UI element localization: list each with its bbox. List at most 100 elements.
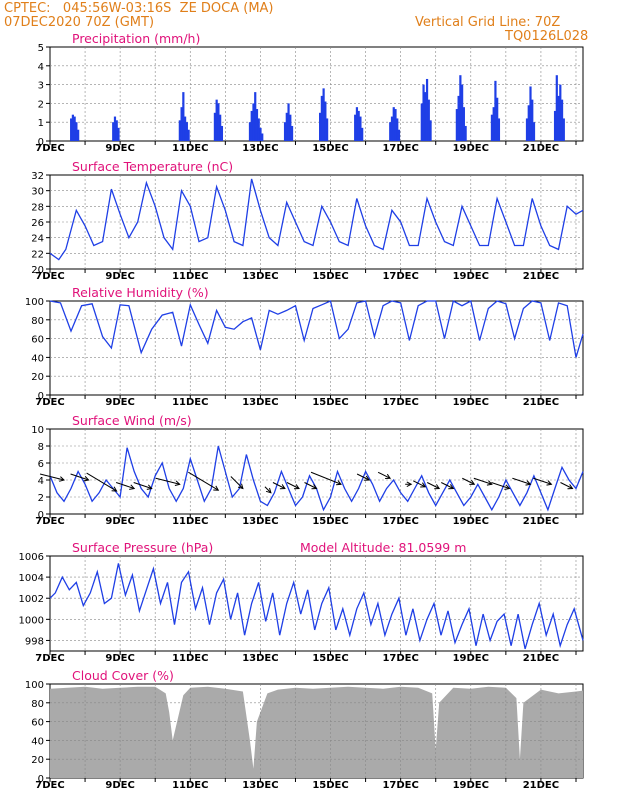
pres-xtick-label: 13DEC [242,653,278,664]
wind-arrow [441,482,454,489]
precip-bar [257,118,260,141]
wind-xtick-label: 11DEC [172,516,208,527]
precip-bar [220,125,224,141]
precip-frame [49,46,584,142]
wind-arrow [427,482,440,489]
rh-xtick-label: 19DEC [453,397,489,408]
precip-bar [254,92,257,141]
header-station: CPTEC: 045:56W-03:16S ZE DOCA (MA) [4,1,274,16]
wind-arrow-head [111,486,118,492]
precip-bar [255,109,259,141]
rh-frame [49,300,584,396]
precip-bar [184,116,187,141]
pres-frame [49,555,584,652]
precip-bar [70,118,73,141]
rh-ytick-label: 100 [25,297,44,308]
precip-bar [394,109,397,141]
temp-xtick-label: 11DEC [172,271,208,282]
header-grid-line: Vertical Grid Line: 70Z [415,15,561,30]
precip-bar [490,114,494,141]
temp-ytick-label: 20 [31,265,44,276]
rh-ytick-label: 80 [31,316,44,327]
wind-arrow-head [364,475,371,481]
precip-bar [113,116,117,141]
temp-ytick-label: 32 [31,171,44,182]
precip-bar [497,118,501,141]
pres-xtick-label: 9DEC [105,653,134,664]
wind-arrow-head [59,476,65,482]
precip-bar [532,122,536,141]
temp-ytick-label: 26 [31,218,44,229]
precip-bar [115,120,118,141]
temp-xtick-label: 15DEC [312,271,348,282]
wind-arrow [230,476,244,489]
wind-arrow-head [385,473,392,479]
precip-bar [396,118,399,141]
pres-title: Surface Pressure (hPa) [72,540,213,555]
precip-bar [289,114,292,141]
precip-bar [529,86,532,141]
wind-arrow-head [129,484,136,490]
precip-bar [73,116,76,141]
temp-title: Surface Temperature (nC) [72,159,233,174]
precip-bar [397,129,401,141]
precip-bar [422,84,425,141]
cloud-xtick-label: 21DEC [523,780,559,791]
pres-xtick-label: 11DEC [172,653,208,664]
precip-bar [355,107,359,141]
precip-bar [283,122,287,141]
cloud-xtick-label: 11DEC [172,780,208,791]
rh-xtick-label: 21DEC [523,397,559,408]
precip-bar [390,116,394,141]
temp-xtick-label: 17DEC [382,271,418,282]
cloud-ytick-label: 100 [25,680,44,691]
wind-arrow [39,473,65,481]
precip-bar [560,99,564,141]
precip-bar [429,120,432,141]
precip-xtick-label: 21DEC [523,143,559,154]
precip-bar [215,99,218,141]
precip-bar [182,92,185,141]
wind-arrow-head [434,484,441,490]
wind-arrow [377,471,391,479]
wind-xtick-label: 7DEC [35,516,64,527]
wind-arrow [491,482,510,489]
rh-xtick-label: 13DEC [242,397,278,408]
wind-arrow-head [504,484,511,490]
wind-arrow-head [469,479,476,485]
precip-ytick-label: 4 [38,62,44,73]
wind-line [49,445,584,512]
wind-xtick-label: 15DEC [312,516,348,527]
wind-arrow [115,482,135,489]
cloud-xtick-label: 7DEC [35,780,64,791]
precip-bar [389,122,392,141]
precip-bar [457,95,460,141]
wind-arrow-head [486,480,493,486]
precip-bar [324,101,327,141]
wind-xtick-label: 17DEC [382,516,418,527]
precip-bar [557,95,560,141]
temp-ytick-label: 28 [31,202,44,213]
cloud-ytick-label: 80 [31,699,44,710]
wind-arrow [412,480,426,488]
cloud-ytick-label: 40 [31,736,44,747]
rh-title: Relative Humidity (%) [72,285,209,300]
precip-bar [248,122,252,141]
cloud-ytick-label: 20 [31,755,44,766]
precip-bar [187,129,190,141]
precip-bar [320,95,323,141]
pres-ytick-label: 1006 [19,552,44,563]
precip-ytick-label: 0 [38,137,44,148]
precip-bar [562,118,565,141]
rh-xtick-label: 17DEC [382,397,418,408]
rh-xtick-label: 15DEC [312,397,348,408]
wind-xtick-label: 21DEC [523,516,559,527]
pres-ytick-label: 1000 [19,615,44,626]
wind-arrow [304,482,317,489]
wind-arrow-head [567,484,574,490]
wind-arrow [70,473,89,481]
precip-bar [459,75,462,141]
cloud-xtick-label: 9DEC [105,780,134,791]
precip-bar [75,122,78,141]
